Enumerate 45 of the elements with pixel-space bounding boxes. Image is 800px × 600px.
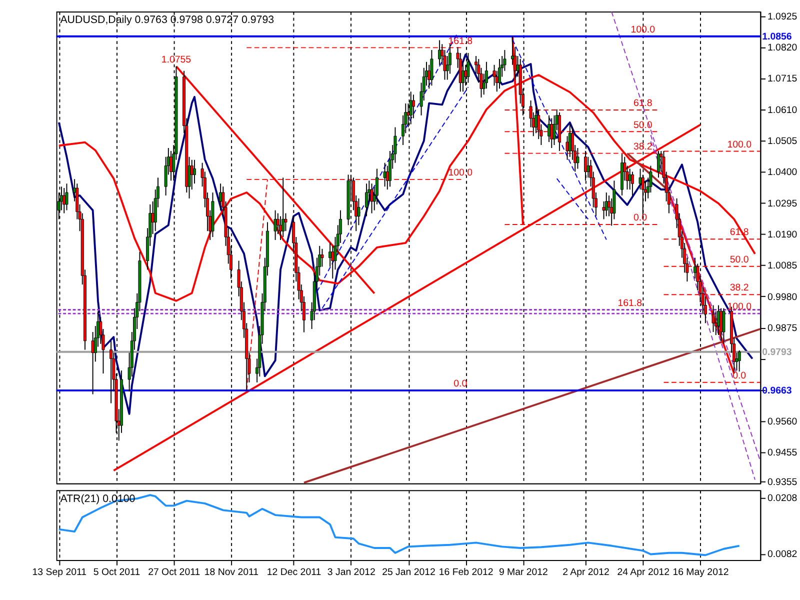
x-tick-label: 13 Sep 2011 [32,567,87,578]
x-tick-label: 5 Oct 2011 [93,567,140,578]
y-tick-label: 0.9560 [767,416,798,428]
x-tick-label: 9 Mar 2012 [498,567,548,578]
annotation: 1.0755 [161,54,192,66]
y-tick-label: 0.9875 [767,322,798,334]
x-tick-label: 2 Apr 2012 [562,567,610,578]
y-tick-label: 1.0085 [767,260,798,272]
annotation: 0.0 [732,370,747,382]
y-tick-label: 1.0820 [767,42,798,54]
y-tick-label: 1.0610 [767,104,798,116]
y-tick-label: 1.0715 [767,74,798,85]
annotation: 161.8 [618,298,642,309]
y-tick-label: 1.0505 [767,136,798,147]
x-tick-label: 25 Jan 2012 [382,567,436,578]
y-tick-label: 0.9455 [767,448,798,459]
y-tick-label: 1.0925 [767,11,798,22]
x-tick-label: 27 Oct 2011 [148,567,200,578]
x-tick-label: 16 Feb 2012 [438,567,494,578]
annotation: 50.0 [633,120,653,131]
x-tick-label: 12 Dec 2011 [266,567,322,578]
annotation: 38.2 [633,141,652,152]
y-tick-label: 0.9980 [767,292,798,303]
x-tick-label: 3 Jan 2012 [327,567,376,578]
y-tick-label: 1.0400 [767,167,798,178]
ref-line-label: 0.9793 [762,346,792,358]
annotation: 100.0 [727,139,752,150]
annotation: 38.2 [730,282,749,294]
x-tick-label: 24 Apr 2012 [617,567,670,578]
ref-line-label: 0.9663 [762,385,792,396]
annotation: 161.8 [448,36,473,47]
annotation: 0.0 [634,212,648,224]
annotation: 0.0 [454,378,468,390]
y-tick-label: 0.0208 [767,493,798,504]
chart-title: AUDUSD,Daily 0.9763 0.9798 0.9727 0.9793 [60,14,274,26]
annotation: 100.0 [448,168,474,179]
annotation: 100.0 [630,24,656,36]
x-tick-label: 16 May 2012 [672,567,729,578]
y-tick-label: 0.0082 [767,549,798,560]
ref-line-label: 1.0856 [762,31,792,42]
y-tick-label: 0.9355 [767,477,798,488]
y-tick-label: 1.0190 [767,229,798,240]
x-tick-label: 18 Nov 2011 [204,567,259,578]
annotation: 50.0 [730,254,750,266]
y-tick-label: 1.0295 [767,198,798,210]
